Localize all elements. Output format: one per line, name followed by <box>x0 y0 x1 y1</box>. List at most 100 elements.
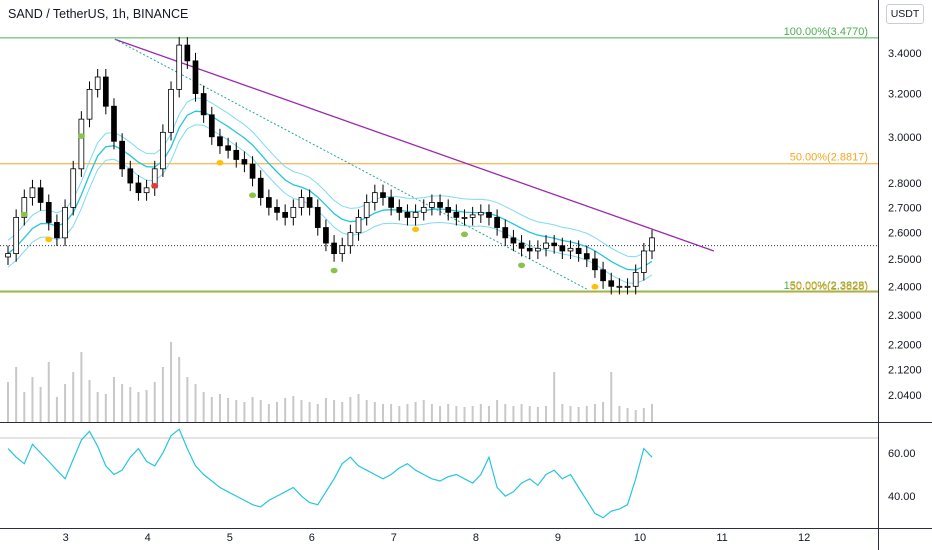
signal-dot <box>461 231 469 238</box>
fib-level-label: 150.00%(2.3828) <box>784 280 868 292</box>
candle-body <box>323 227 329 244</box>
volume-bar <box>55 397 58 422</box>
volume-bar <box>161 367 164 422</box>
x-tick-label: 8 <box>473 532 479 544</box>
candle-body <box>70 168 77 208</box>
candle-body <box>486 211 492 218</box>
candle-body <box>363 202 370 218</box>
candle-body <box>119 140 125 170</box>
volume-bar <box>365 400 368 422</box>
candle-body <box>298 197 305 208</box>
candle-body <box>45 202 52 223</box>
candle-body <box>249 163 256 179</box>
volume-bar <box>129 387 132 422</box>
volume-bar <box>64 384 67 422</box>
x-tick-label: 11 <box>716 532 727 544</box>
y-tick-label: 2.7000 <box>888 202 922 214</box>
rsi-tick-label: 60.00 <box>888 448 916 460</box>
candle-body <box>583 253 590 260</box>
volume-bar <box>496 400 499 422</box>
volume-bar <box>104 394 107 422</box>
candle-body <box>54 222 60 239</box>
candle-body <box>347 232 354 247</box>
candle-body <box>94 76 101 90</box>
candle-body <box>290 206 297 218</box>
signal-dot <box>216 159 224 166</box>
volume-bar <box>634 410 637 422</box>
volume-bar <box>324 398 327 422</box>
candle-body <box>453 211 460 218</box>
volume-bar <box>504 404 507 422</box>
volume-bar <box>308 402 311 422</box>
volume-bar <box>610 372 613 422</box>
x-tick-label: 7 <box>391 532 397 544</box>
candle-body <box>200 93 207 116</box>
candle-body <box>380 192 386 198</box>
x-tick-label: 6 <box>309 532 315 544</box>
candle-body <box>445 206 452 213</box>
currency-button[interactable]: USDT <box>886 4 924 24</box>
candle-body <box>176 44 183 90</box>
volume-bar <box>512 406 515 422</box>
candle-body <box>78 118 85 170</box>
candle-body <box>168 88 174 133</box>
signal-dot <box>151 182 159 189</box>
candle-body <box>339 245 346 255</box>
volume-bar <box>373 402 376 422</box>
candle-body <box>282 211 289 218</box>
candle-body <box>241 159 248 165</box>
candle-body <box>331 242 337 255</box>
candle-body <box>371 192 378 203</box>
volume-bar <box>487 406 490 422</box>
candle-body <box>437 202 443 208</box>
candle-body <box>404 211 411 218</box>
candle-body <box>257 177 264 198</box>
volume-bar <box>357 394 360 422</box>
y-tick-label: 3.0000 <box>888 132 922 144</box>
candle-body <box>461 216 468 219</box>
volume-bar <box>112 377 115 422</box>
volume-bar <box>422 400 425 422</box>
volume-bar <box>251 397 254 422</box>
candle-body <box>567 247 574 252</box>
volume-bar <box>88 380 91 422</box>
fib-level-label: 50.00%(2.8817) <box>790 152 868 164</box>
volume-bar <box>528 406 531 422</box>
volume-bar <box>300 400 303 422</box>
candle-body <box>510 237 517 244</box>
volume-bar <box>121 384 124 422</box>
candle-body <box>5 253 11 258</box>
volume-bar <box>651 404 653 422</box>
signal-dot <box>412 226 420 233</box>
candle-body <box>208 114 215 138</box>
candle-body <box>649 237 655 252</box>
volume-bar <box>545 406 548 422</box>
candle-body <box>306 197 313 208</box>
candle-body <box>192 60 199 94</box>
volume-bar <box>626 408 629 422</box>
x-tick-label: 5 <box>227 532 233 544</box>
candle-body <box>314 206 321 228</box>
candle-body <box>225 145 231 151</box>
candle-body <box>184 44 191 62</box>
candle-body <box>502 227 509 239</box>
volume-bar <box>243 402 246 422</box>
y-tick-label: 2.8000 <box>888 178 922 190</box>
fib-level-label: 100.00%(3.4770) <box>784 26 868 38</box>
candle-body <box>559 245 566 252</box>
volume-bar <box>210 397 213 422</box>
candle-body <box>616 285 623 288</box>
volume-bar <box>235 400 238 422</box>
candle-body <box>217 136 223 147</box>
volume-bar <box>194 384 197 422</box>
signal-dot <box>249 192 257 199</box>
x-tick-label: 4 <box>145 532 151 544</box>
candle-body <box>21 197 28 218</box>
volume-bar <box>178 357 181 422</box>
candle-body <box>111 105 117 142</box>
candle-body <box>641 250 647 273</box>
candle-body <box>543 242 549 249</box>
volume-bar <box>569 406 572 422</box>
candle-body <box>575 247 582 255</box>
